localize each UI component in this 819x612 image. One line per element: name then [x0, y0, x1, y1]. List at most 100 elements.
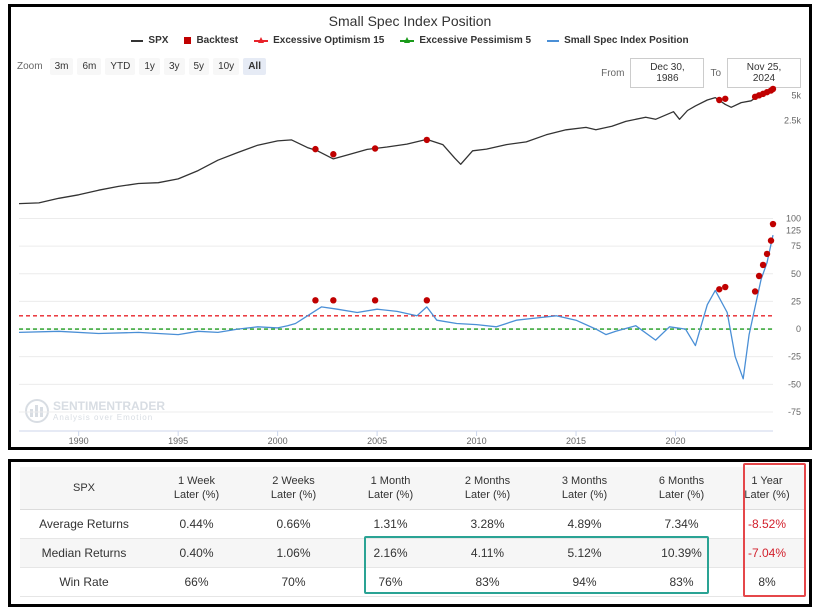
legend-item-index[interactable]: Small Spec Index Position [547, 35, 689, 46]
table-cell: 4.11% [439, 538, 536, 568]
col-header-3m: 3 Months Later (%) [536, 467, 633, 510]
row-label: Median Returns [20, 538, 148, 568]
zoom-all-button[interactable]: All [243, 58, 266, 75]
table-cell: 94% [536, 567, 633, 597]
col-header-line: 2 Months [464, 474, 511, 487]
zoom-toolbar: Zoom 3m 6m YTD 1y 3y 5y 10y All [17, 58, 266, 75]
col-header-line: 3 Months [561, 474, 608, 487]
chart-title: Small Spec Index Position [328, 13, 492, 29]
col-header-line: Later (%) [658, 488, 705, 501]
legend-label-index: Small Spec Index Position [564, 35, 689, 46]
table-cell: 83% [633, 567, 730, 597]
col-header-line: Later (%) [464, 488, 511, 501]
col-header-2w: 2 Weeks Later (%) [245, 467, 342, 510]
chart-plot-area: SENTIMENTRADER Analysis over Emotion 100… [18, 85, 801, 446]
zoom-3m-button[interactable]: 3m [49, 58, 74, 75]
optimism-marker-icon [254, 36, 269, 43]
zoom-5y-button[interactable]: 5y [188, 58, 210, 75]
table-cell: 3.28% [439, 509, 536, 539]
corner-header: SPX [20, 467, 148, 510]
to-label: To [710, 67, 721, 79]
date-range: From Dec 30, 1986 To Nov 25, 2024 [601, 58, 801, 88]
table-cell: 0.66% [245, 509, 342, 539]
index-line-swatch-icon [547, 39, 560, 42]
legend-item-backtest[interactable]: Backtest [184, 35, 238, 46]
col-header-1m: 1 Month Later (%) [342, 467, 439, 510]
legend-item-pessimism[interactable]: Excessive Pessimism 5 [400, 35, 531, 46]
zoom-ytd-button[interactable]: YTD [105, 58, 136, 75]
watermark-logo-icon [25, 399, 49, 423]
x-tick-label: 2020 [666, 436, 686, 446]
x-tick-label: 2015 [566, 436, 586, 446]
table-cell: -8.52% [730, 509, 804, 539]
spx-series-line [18, 88, 774, 205]
legend-label-pessimism: Excessive Pessimism 5 [419, 35, 532, 46]
table-cell: 0.44% [148, 509, 245, 539]
table-cell: 5.12% [536, 538, 633, 568]
index-tick-label: -50 [788, 379, 801, 389]
table-cell: 0.40% [148, 538, 245, 568]
index-tick-label: -25 [788, 352, 801, 362]
index-series-line [18, 234, 774, 380]
table-cell: 10.39% [633, 538, 730, 568]
chart-panel: Small Spec Index Position SPX Backtest E… [8, 4, 812, 450]
pessimism-marker-icon [400, 36, 415, 43]
backtest-marker-spx [722, 95, 729, 102]
backtest-marker-spx [423, 136, 431, 144]
legend-label-backtest: Backtest [196, 35, 239, 46]
col-header-line: Later (%) [561, 488, 608, 501]
table-cell: 66% [148, 567, 245, 597]
index-tick-label: 25 [791, 296, 801, 306]
zoom-1y-button[interactable]: 1y [139, 58, 160, 75]
table-row-average: Average Returns 0.44% 0.66% 1.31% 3.28% … [20, 509, 804, 539]
spx-tick-label: 125 [786, 225, 801, 235]
col-header-line: Later (%) [173, 488, 220, 501]
zoom-3y-button[interactable]: 3y [163, 58, 185, 75]
legend-label-optimism: Excessive Optimism 15 [273, 35, 385, 46]
zoom-label: Zoom [17, 61, 43, 72]
chart-series [18, 88, 774, 380]
watermark-tagline: Analysis over Emotion [53, 413, 153, 422]
backtest-marker-index [722, 283, 729, 291]
chart-grid [19, 218, 773, 413]
backtest-marker-index [763, 250, 771, 258]
table-cell: 8% [730, 567, 804, 597]
col-header-1w: 1 Week Later (%) [148, 467, 245, 510]
sentimentrader-watermark: SENTIMENTRADER Analysis over Emotion [25, 399, 165, 423]
chart-axes: 100 75 50 25 0 -25 -50 -75 125 2.5k 5k 1990 1995 2000… [19, 90, 801, 446]
threshold-lines [19, 315, 773, 330]
index-tick-label: 50 [791, 269, 801, 279]
table-cell: 1.31% [342, 509, 439, 539]
spx-tick-label: 5k [791, 90, 801, 100]
legend-item-spx[interactable]: SPX [131, 35, 168, 46]
legend-item-optimism[interactable]: Excessive Optimism 15 [254, 35, 384, 46]
backtest-square-icon [184, 37, 192, 44]
col-header-6m: 6 Months Later (%) [633, 467, 730, 510]
zoom-6m-button[interactable]: 6m [77, 58, 102, 75]
index-tick-label: 0 [796, 324, 801, 334]
backtest-marker-spx [330, 151, 337, 158]
table-cell: 7.34% [633, 509, 730, 539]
table-cell: 1.06% [245, 538, 342, 568]
from-date-input[interactable]: Dec 30, 1986 [630, 58, 705, 88]
zoom-10y-button[interactable]: 10y [213, 58, 240, 75]
col-header-2m: 2 Months Later (%) [439, 467, 536, 510]
col-header-line: Later (%) [270, 488, 317, 501]
table-cell: 4.89% [536, 509, 633, 539]
col-header-line: 2 Weeks [272, 474, 315, 487]
chart-legend: SPX Backtest Excessive Optimism 15 Exces… [11, 35, 809, 46]
col-header-line: 1 Year [751, 474, 783, 487]
index-tick-label: 100 [786, 214, 801, 224]
index-tick-label: 75 [791, 241, 801, 251]
to-date-input[interactable]: Nov 25, 2024 [727, 58, 801, 88]
col-header-line: 1 Month [370, 474, 411, 487]
x-tick-label: 1990 [69, 436, 89, 446]
table-cell: 76% [342, 567, 439, 597]
backtest-marker-index [759, 261, 767, 269]
legend-label-spx: SPX [148, 35, 169, 46]
backtest-marker-index [769, 220, 777, 228]
table-row-median: Median Returns 0.40% 1.06% 2.16% 4.11% 5… [20, 538, 804, 568]
returns-table: SPX 1 Week Later (%) 2 Weeks Later (%) 1 M… [20, 467, 804, 597]
spx-line-swatch-icon [131, 39, 144, 42]
table-cell: -7.04% [730, 538, 804, 568]
